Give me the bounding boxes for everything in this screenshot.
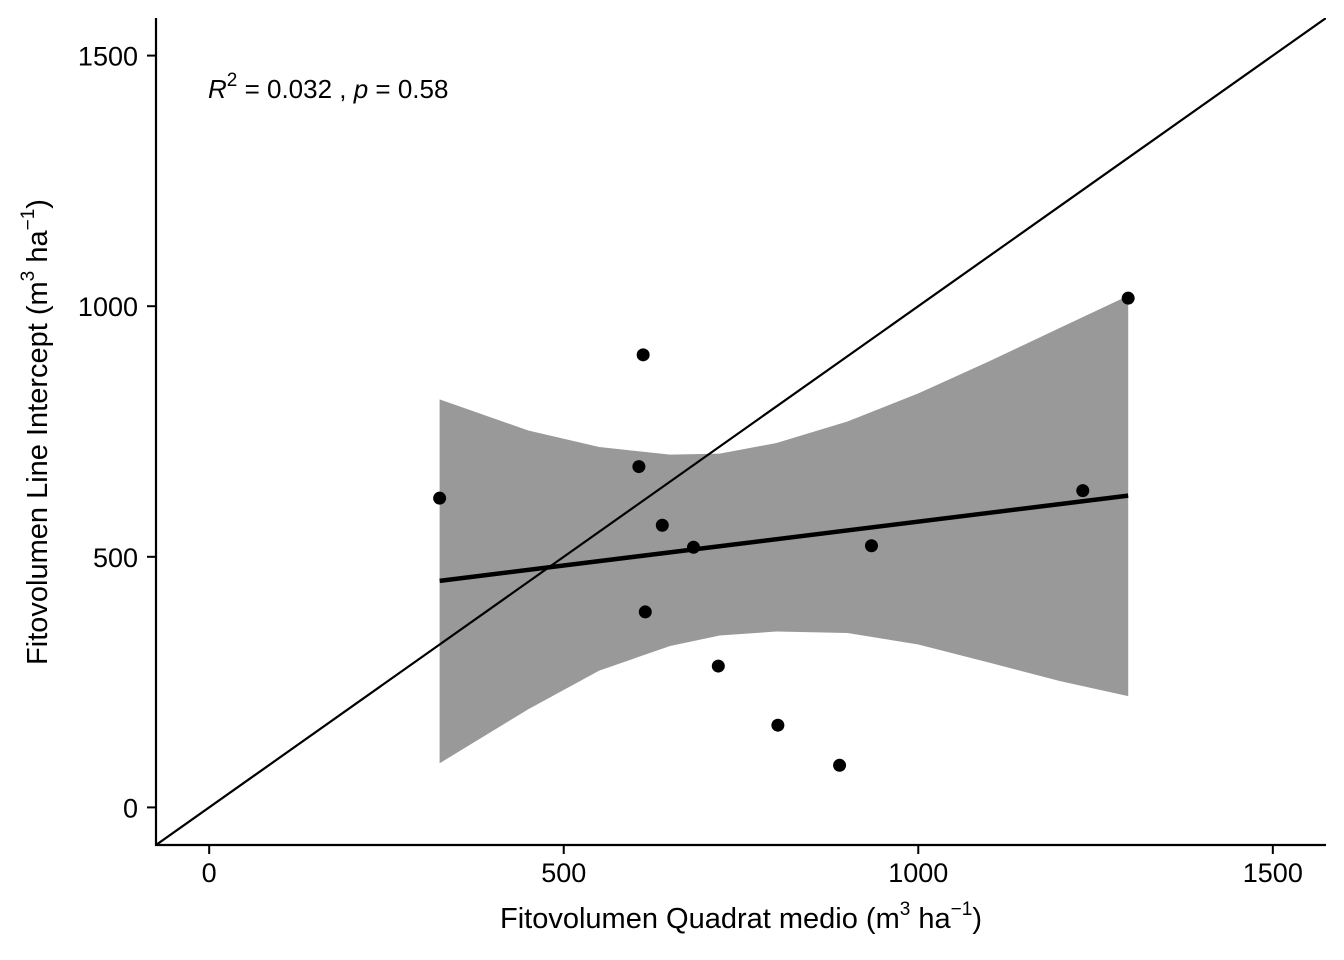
- annotation: R2 = 0.032 , p = 0.58: [208, 70, 448, 104]
- x-tick-label: 1000: [888, 858, 948, 888]
- data-point: [711, 659, 725, 673]
- p-symbol: p: [353, 74, 368, 104]
- y-tick-label: 1000: [78, 292, 138, 322]
- data-points-layer: [433, 291, 1135, 772]
- r-value: = 0.032 ,: [237, 74, 353, 104]
- identity-line: [156, 18, 1326, 845]
- y-axis-title: Fitovolumen Line Intercept (m3 ha−1): [18, 199, 54, 665]
- y-tick-label: 1500: [78, 42, 138, 72]
- data-point: [632, 460, 646, 474]
- y-ticks: 0 500 1000 1500: [78, 42, 156, 823]
- confidence-band-layer: [439, 295, 1129, 764]
- data-point: [771, 718, 785, 732]
- y-tick-label: 0: [123, 793, 138, 823]
- data-point: [833, 758, 847, 772]
- x-tick-label: 500: [541, 858, 586, 888]
- r-exponent: 2: [227, 70, 238, 91]
- x-axis-title: Fitovolumen Quadrat medio (m3 ha−1): [500, 899, 982, 935]
- data-point: [1121, 291, 1135, 305]
- data-point: [1076, 484, 1090, 498]
- x-ticks: 0 500 1000 1500: [202, 845, 1303, 888]
- y-tick-label: 500: [93, 543, 138, 573]
- confidence-band: [439, 295, 1129, 764]
- p-value: = 0.58: [368, 74, 448, 104]
- axes-layer: [154, 18, 1326, 847]
- x-tick-label: 0: [202, 858, 217, 888]
- data-point: [864, 539, 878, 553]
- data-point: [636, 348, 650, 362]
- data-point: [655, 518, 669, 532]
- regression-line: [439, 493, 1129, 584]
- data-point: [686, 540, 700, 554]
- data-point: [638, 605, 652, 619]
- x-tick-label: 1500: [1243, 858, 1303, 888]
- regression-line-layer: [439, 493, 1129, 584]
- r-symbol: R: [208, 74, 227, 104]
- data-point: [433, 491, 447, 505]
- identity-line-layer: [156, 18, 1326, 845]
